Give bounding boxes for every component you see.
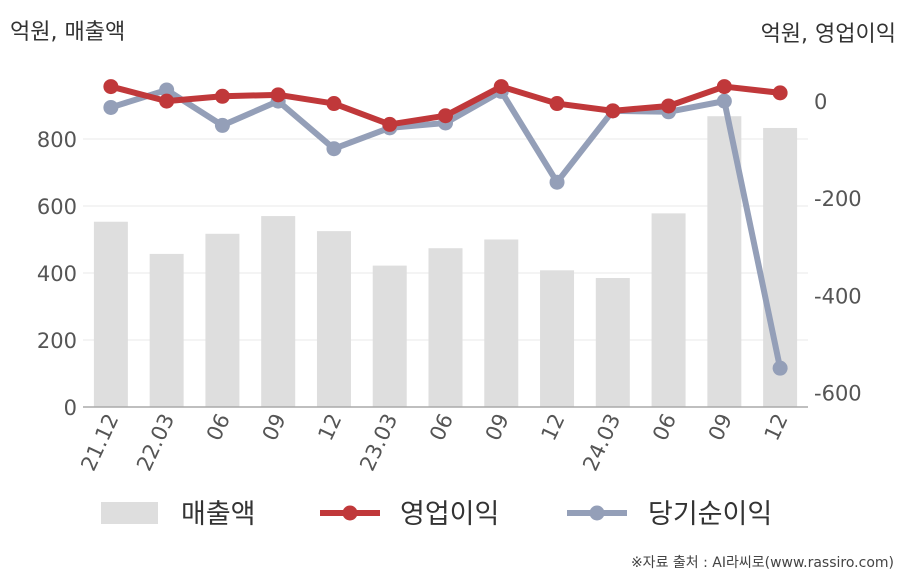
x-tick-label: 06 — [648, 410, 681, 444]
revenue-bar — [261, 216, 296, 407]
revenue-bar — [205, 233, 240, 407]
revenue-bar — [372, 265, 407, 407]
series-point — [438, 108, 453, 124]
x-tick-label: 06 — [425, 410, 458, 444]
revenue-bar — [540, 270, 575, 407]
revenue-bars — [93, 116, 798, 407]
series-point — [326, 141, 342, 157]
x-tick-label: 09 — [481, 410, 514, 444]
legend-label-net: 당기순이익 — [648, 499, 772, 530]
left-tick-label: 200 — [37, 329, 77, 353]
series-point — [382, 116, 398, 132]
right-tick-label: -600 — [814, 381, 862, 405]
revenue-bar — [651, 213, 686, 407]
x-tick-label: 22.03 — [132, 410, 179, 475]
series-point — [214, 88, 230, 104]
x-tick-label: 23.03 — [355, 410, 402, 475]
left-tick-label: 0 — [64, 396, 77, 420]
series-point — [270, 87, 286, 103]
left-tick-label: 600 — [37, 195, 77, 219]
x-tick-label: 09 — [258, 410, 291, 444]
revenue-bar — [149, 253, 184, 407]
left-axis-unit: 억원, 매출액 — [10, 20, 126, 45]
series-point — [549, 96, 565, 112]
right-tick-label: -200 — [814, 187, 862, 211]
series-point — [159, 82, 175, 98]
left-tick-label: 800 — [37, 128, 77, 152]
series-point — [716, 79, 732, 95]
revenue-bar — [484, 239, 519, 407]
source-note: ※자료 출처 : AI라씨로(www.rassiro.com) — [630, 555, 894, 571]
legend-marker-net — [589, 505, 605, 521]
x-tick-label: 06 — [202, 410, 235, 444]
right-tick-label: -400 — [814, 284, 862, 308]
series-point — [493, 79, 509, 95]
x-tick-label: 24.03 — [578, 410, 625, 475]
legend-label-operating: 영업이익 — [400, 499, 499, 530]
legend: 매출액 영업이익 당기순이익 — [101, 499, 772, 530]
series-point — [772, 360, 788, 376]
revenue-bar — [316, 231, 351, 407]
series-point — [605, 103, 621, 119]
series-point — [159, 93, 175, 109]
series-point — [549, 174, 565, 190]
x-tick-label: 12 — [313, 410, 346, 444]
revenue-bar — [428, 248, 463, 407]
left-tick-label: 400 — [37, 262, 77, 286]
right-tick-label: 0 — [814, 90, 827, 114]
legend-swatch-revenue — [101, 502, 158, 524]
series-point — [214, 117, 230, 133]
revenue-bar — [93, 221, 128, 407]
right-axis-unit: 억원, 영업이익 — [760, 22, 896, 47]
revenue-bar — [595, 278, 630, 407]
profit-lines — [103, 79, 788, 376]
legend-marker-operating — [342, 505, 358, 521]
series-point — [326, 96, 342, 112]
x-tick-label: 12 — [760, 410, 793, 444]
series-point — [772, 85, 788, 101]
x-tick-label: 21.12 — [76, 410, 123, 475]
series-point — [103, 79, 119, 95]
series-point — [716, 93, 732, 109]
legend-label-revenue: 매출액 — [181, 499, 256, 530]
series-point — [661, 98, 677, 114]
series-point — [103, 99, 119, 115]
x-tick-label: 09 — [704, 410, 737, 444]
x-tick-label: 12 — [537, 410, 570, 444]
